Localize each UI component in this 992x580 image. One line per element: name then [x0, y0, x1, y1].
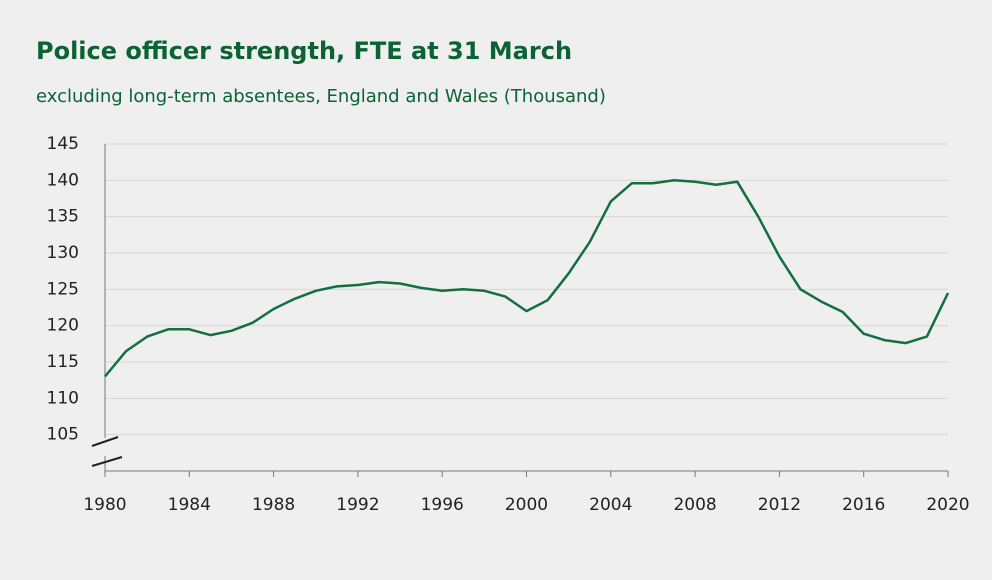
y-tick-label: 105: [47, 425, 79, 445]
data-line: [104, 179, 950, 378]
y-tick-label: 115: [47, 352, 79, 372]
x-tick-label: 1996: [421, 495, 464, 515]
axis-break: [91, 436, 119, 447]
x-tick-label: 2000: [505, 495, 548, 515]
x-tick-label: 1992: [336, 495, 379, 515]
y-tick-label: 130: [47, 243, 79, 263]
y-tick-label: 140: [47, 170, 79, 190]
chart-subtitle: excluding long-term absentees, England a…: [36, 86, 606, 107]
y-tick-label: 110: [47, 388, 79, 408]
x-tick-label: 2020: [926, 495, 969, 515]
y-tick-label: 145: [47, 134, 79, 154]
x-tick-label: 2016: [842, 495, 885, 515]
x-tick-label: 2008: [673, 495, 716, 515]
axis-break: [91, 456, 123, 467]
x-tick-label: 1980: [83, 495, 126, 515]
x-tick-label: 2004: [589, 495, 632, 515]
x-tick-label: 1988: [252, 495, 295, 515]
chart-title: Police officer strength, FTE at 31 March: [36, 37, 572, 65]
x-tick-label: 2012: [758, 495, 801, 515]
y-tick-label: 125: [47, 279, 79, 299]
x-tick-label: 1984: [168, 495, 211, 515]
y-tick-label: 135: [47, 207, 79, 227]
y-tick-label: 120: [47, 316, 79, 336]
